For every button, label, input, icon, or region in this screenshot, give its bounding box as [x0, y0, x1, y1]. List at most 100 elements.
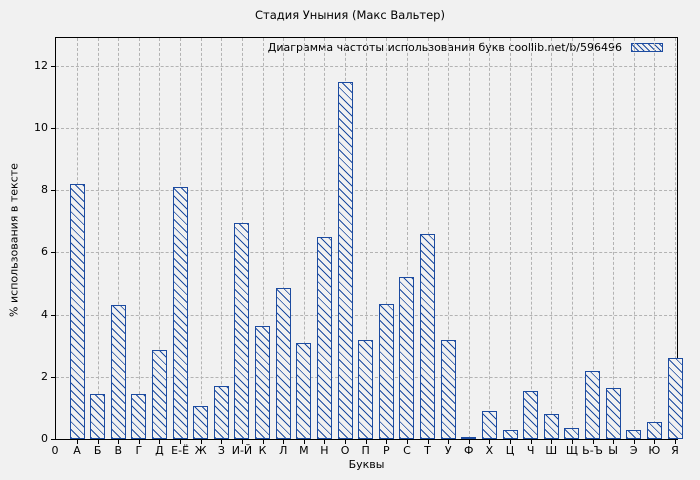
- x-tick-label: Ч: [526, 444, 535, 457]
- x-tick-mark: [200, 440, 202, 444]
- x-tick-mark: [613, 440, 615, 444]
- legend: Диаграмма частоты использования букв coo…: [268, 41, 663, 54]
- x-tick-mark: [138, 440, 140, 444]
- x-tick-label: Е-Ё: [171, 444, 190, 457]
- x-tick-label: Г: [135, 444, 143, 457]
- x-tick-label: Т: [424, 444, 431, 457]
- x-tick-label: Я: [671, 444, 679, 457]
- bar-З: [213, 386, 229, 439]
- x-tick-mark: [592, 440, 594, 444]
- y-tick-mark: [51, 439, 55, 440]
- x-tick-mark: [654, 440, 656, 444]
- x-tick-mark: [489, 440, 491, 444]
- bar-У: [440, 339, 456, 439]
- bar-Я: [667, 358, 683, 439]
- bar-Ц: [502, 429, 518, 439]
- bar-Г: [131, 393, 147, 439]
- legend-label: Диаграмма частоты использования букв coo…: [267, 41, 622, 54]
- x-gridline: [200, 38, 202, 439]
- y-tick-mark: [51, 314, 55, 316]
- x-gridline: [489, 38, 491, 439]
- x-tick-label: М: [299, 444, 309, 457]
- x-gridline: [448, 38, 450, 439]
- x-tick-mark: [675, 440, 676, 444]
- x-gridline: [571, 38, 573, 439]
- bar-Ь-Ъ: [585, 370, 601, 439]
- x-tick-mark: [510, 440, 512, 444]
- x-tick-label: Д: [155, 444, 164, 457]
- x-gridline: [468, 38, 470, 439]
- x-tick-mark: [571, 440, 573, 444]
- y-tick-label: 0: [41, 432, 48, 445]
- x-tick-mark: [365, 440, 367, 444]
- x-tick-label: Х: [485, 444, 494, 457]
- x-tick-mark: [283, 440, 285, 444]
- x-tick-mark: [159, 440, 161, 444]
- x-tick-mark: [448, 440, 450, 444]
- plot-area: Диаграмма частоты использования букв coo…: [55, 37, 683, 440]
- y-tick-label: 2: [41, 369, 48, 383]
- bar-Н: [316, 236, 332, 439]
- bar-Ф: [461, 436, 477, 439]
- x-tick-mark: [324, 440, 326, 444]
- x-tick-label: Л: [279, 444, 288, 457]
- bar-А: [69, 184, 85, 439]
- x-tick-label: Э: [629, 444, 638, 457]
- bar-Ы: [605, 387, 621, 439]
- x-gridline: [654, 38, 656, 439]
- x-gridline: [97, 38, 99, 439]
- x-gridline: [386, 38, 388, 439]
- x-tick-label: Р: [382, 444, 390, 457]
- x-gridline: [510, 38, 512, 439]
- y-tick-mark: [51, 252, 55, 254]
- x-gridline: [118, 38, 120, 439]
- x-tick-label: И-Й: [231, 444, 253, 457]
- y-tick-mark: [51, 376, 55, 378]
- y-tick-label: 8: [41, 183, 48, 197]
- x-tick-label: Ш: [545, 444, 558, 457]
- x-tick-mark: [241, 440, 243, 444]
- x-tick-mark: [118, 440, 120, 444]
- x-tick-label: Ю: [648, 444, 661, 457]
- x-tick-mark: [345, 440, 347, 444]
- y-tick-mark: [51, 190, 55, 192]
- x-tick-mark: [633, 440, 635, 444]
- x-gridline: [551, 38, 553, 439]
- x-gridline: [675, 38, 676, 439]
- x-gridline: [592, 38, 594, 439]
- x-axis-title: Буквы: [348, 458, 385, 471]
- bar-Д: [151, 350, 167, 439]
- x-tick-label: Ж: [194, 444, 207, 457]
- bar-Е-Ё: [172, 187, 188, 439]
- x-gridline: [406, 38, 408, 439]
- bar-Э: [626, 429, 642, 439]
- bar-Л: [275, 288, 291, 439]
- x-tick-mark: [221, 440, 223, 444]
- x-tick-label: В: [114, 444, 122, 457]
- y-tick-label: 6: [41, 245, 48, 259]
- x-gridline: [262, 38, 264, 439]
- x-tick-label: П: [361, 444, 370, 457]
- chart-title: Стадия Уныния (Макс Вальтер): [255, 8, 445, 22]
- x-tick-mark: [468, 440, 470, 444]
- y-tick-label: 12: [34, 58, 48, 72]
- x-tick-label: А: [73, 444, 81, 457]
- x-tick-mark: [386, 440, 388, 444]
- x-tick-mark: [406, 440, 408, 444]
- x-tick-label: Ц: [505, 444, 515, 457]
- bar-Х: [481, 411, 497, 439]
- x-tick-mark: [530, 440, 532, 444]
- x-gridline: [138, 38, 140, 439]
- y-tick-label: 4: [41, 307, 48, 321]
- x-tick-mark: [77, 440, 78, 444]
- bar-Щ: [564, 428, 580, 439]
- bar-Р: [378, 303, 394, 439]
- x-tick-label: Ф: [464, 444, 474, 457]
- x-gridline: [221, 38, 223, 439]
- x-tick-label: Б: [93, 444, 102, 457]
- bar-Ю: [646, 421, 662, 439]
- bar-С: [399, 277, 415, 439]
- y-tick-label: 10: [34, 121, 48, 135]
- x-tick-label: Щ: [565, 444, 578, 457]
